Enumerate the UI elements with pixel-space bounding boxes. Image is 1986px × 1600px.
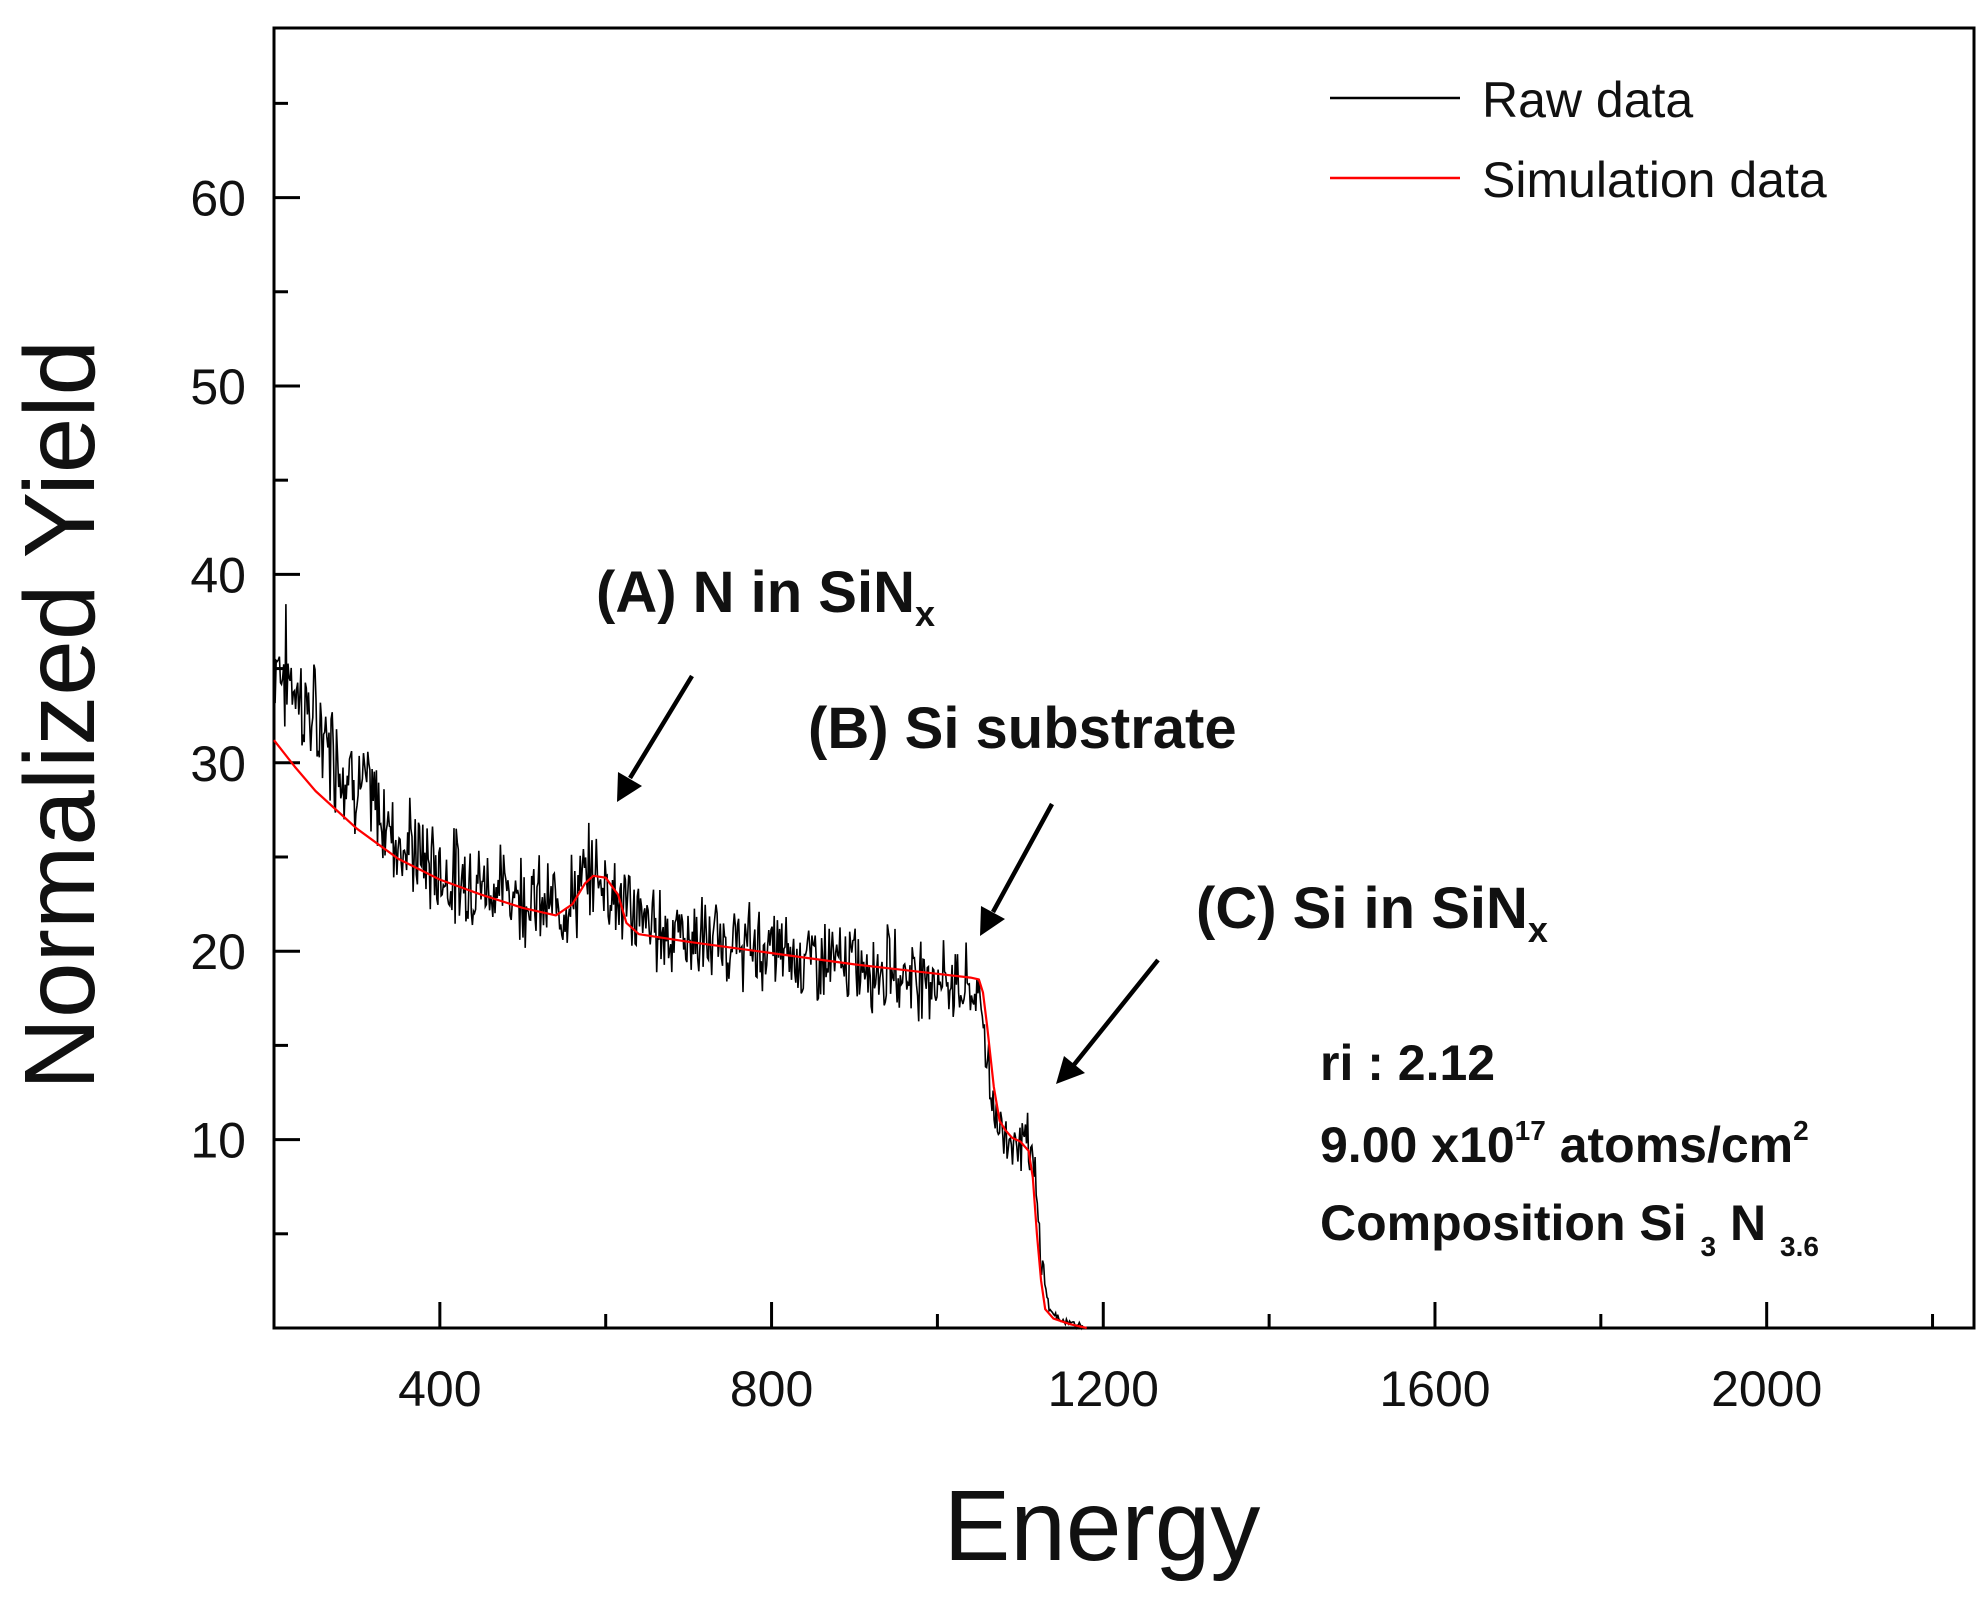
y-tick-label: 30 — [190, 736, 246, 792]
info-composition: Composition Si 3 N 3.6 — [1320, 1195, 1819, 1262]
legend-raw-label: Raw data — [1482, 72, 1693, 128]
x-tick-label: 400 — [398, 1361, 481, 1417]
annotation-b-label: (B) Si substrate — [808, 696, 1237, 761]
y-tick-label: 10 — [190, 1113, 246, 1169]
x-tick-label: 800 — [730, 1361, 813, 1417]
annotation-a-text: (A) N in SiN — [596, 560, 915, 625]
annotation-b: (B) Si substrate — [808, 696, 1237, 936]
y-tick-label: 50 — [190, 359, 246, 415]
axes-layer: 400 800 1200 1600 2000 10 20 30 40 50 60 — [190, 26, 1976, 1417]
annotation-a: (A) N in SiNx — [596, 560, 935, 802]
y-tick-label: 20 — [190, 924, 246, 980]
y-tick-label: 40 — [190, 547, 246, 603]
annotation-c: (C) Si in SiNx — [1056, 876, 1548, 1084]
x-tick-label: 1600 — [1379, 1361, 1490, 1417]
legend: Raw data Simulation data — [1330, 72, 1827, 208]
annotation-c-text: (C) Si in SiN — [1196, 876, 1528, 941]
legend-sim-label: Simulation data — [1482, 152, 1827, 208]
info-ri: ri : 2.12 — [1320, 1035, 1495, 1091]
info-areal-density: 9.00 x1017 atoms/cm2 — [1320, 1115, 1809, 1173]
annotation-a-label: (A) N in SiNx — [596, 560, 935, 634]
annotation-a-subscript: x — [915, 593, 935, 634]
annotation-c-subscript: x — [1528, 909, 1548, 950]
x-tick-label: 1200 — [1048, 1361, 1159, 1417]
annotation-c-arrow — [1056, 958, 1160, 1084]
x-tick-label: 2000 — [1711, 1361, 1822, 1417]
annotation-b-arrow — [980, 802, 1054, 936]
simulation-data-line — [273, 739, 1087, 1330]
series-layer — [273, 604, 1087, 1331]
raw-data-line — [273, 604, 1084, 1331]
annotation-c-label: (C) Si in SiNx — [1196, 876, 1548, 950]
x-axis-title: Energy — [944, 1470, 1261, 1582]
info-box: ri : 2.12 9.00 x1017 atoms/cm2 Compositi… — [1320, 1035, 1819, 1262]
y-axis-title: Normalized Yield — [4, 340, 116, 1090]
annotation-a-arrow — [617, 674, 694, 802]
y-tick-label: 60 — [190, 171, 246, 227]
